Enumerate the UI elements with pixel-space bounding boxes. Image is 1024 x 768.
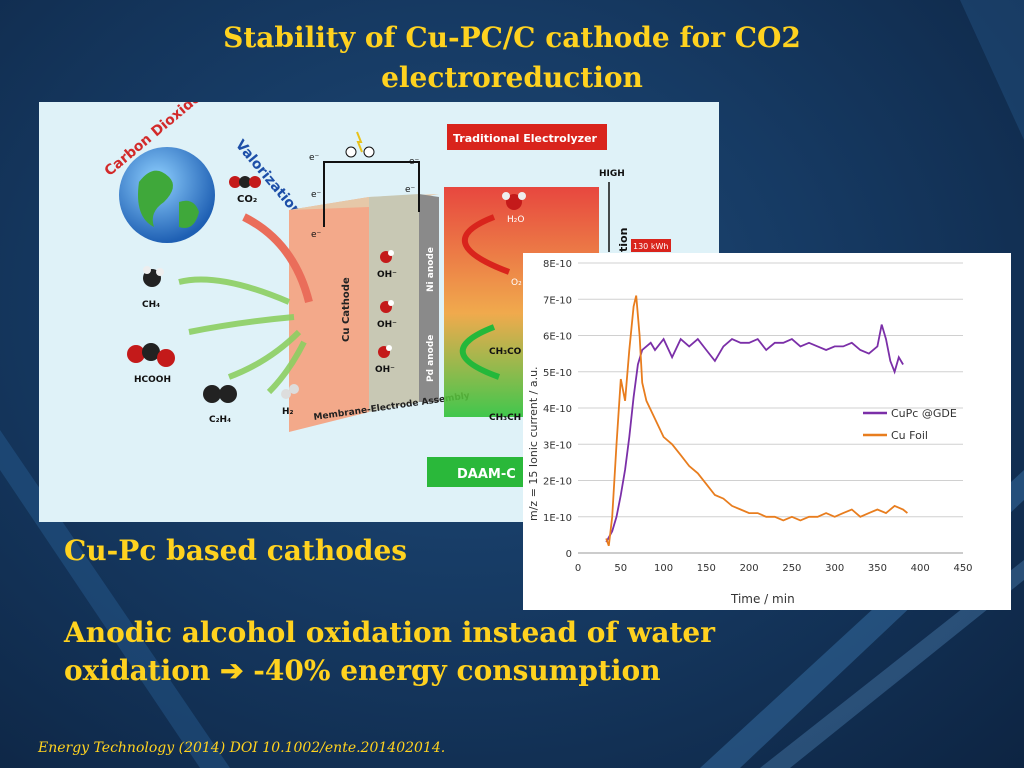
schematic-svg: Carbon Dioxide Valorization CO₂ Cu Catho… bbox=[102, 102, 671, 487]
h2o-arrow bbox=[462, 214, 511, 275]
x-tick-labels: 0 50 100 150 200 250 300 350 400 450 bbox=[575, 563, 973, 574]
high-label: HIGH bbox=[599, 169, 625, 179]
traditional-electrolyzer-label: Traditional Electrolyzer bbox=[453, 132, 598, 145]
h2o-molecule-icon bbox=[502, 192, 526, 210]
electron-label-3: e⁻ bbox=[409, 157, 420, 167]
y-tick-labels: 0 1E-10 2E-10 3E-10 4E-10 5E-10 6E-10 7E-10 8E-1… bbox=[543, 259, 572, 560]
alcohol-arrow bbox=[459, 324, 501, 380]
ni-anode-label: Ni anode bbox=[426, 247, 436, 292]
bullet-anodic-line1: Anodic alcohol oxidation instead of wate… bbox=[64, 616, 715, 649]
ch4-label: CH₄ bbox=[142, 300, 160, 310]
h2-label: H₂ bbox=[282, 407, 294, 417]
slide-title-line2: electroreduction bbox=[381, 61, 643, 94]
electron-label-2: e⁻ bbox=[311, 190, 322, 200]
oh-ion-icon bbox=[378, 345, 392, 358]
bullet-cu-pc: Cu-Pc based cathodes bbox=[64, 534, 408, 567]
earth-icon bbox=[119, 147, 215, 243]
hcooh-molecule-icon bbox=[127, 343, 175, 367]
pd-anode-label: Pd anode bbox=[426, 335, 436, 382]
x-tick-label: 400 bbox=[911, 563, 930, 574]
oh-ion-icon bbox=[380, 250, 394, 263]
traditional-electrolyzer-banner bbox=[447, 124, 607, 150]
chart-svg: 0 1E-10 2E-10 3E-10 4E-10 5E-10 6E-10 7E-10 8E-1… bbox=[527, 259, 973, 606]
o2-label: O₂ bbox=[511, 278, 522, 288]
ch3co-label: CH₃CO bbox=[489, 347, 522, 357]
h2-molecule-icon bbox=[281, 384, 299, 399]
cu-cathode-block bbox=[289, 197, 369, 432]
y-tick-label: 4E-10 bbox=[543, 404, 572, 415]
co2-input-arrow bbox=[242, 213, 313, 303]
bullet-anodic: Anodic alcohol oxidation instead of wate… bbox=[64, 614, 824, 690]
y-tick-label: 0 bbox=[566, 549, 572, 560]
y-tick-label: 2E-10 bbox=[543, 477, 572, 488]
series-line-cu-foil bbox=[605, 295, 908, 547]
daam-label: DAAM-C bbox=[457, 467, 516, 482]
oh-label-2: OH⁻ bbox=[377, 320, 397, 330]
co2-molecule-icon bbox=[229, 176, 261, 188]
electron-label-1: e⁻ bbox=[309, 153, 320, 163]
electron-label-5: e⁻ bbox=[311, 230, 322, 240]
kwh-label: 130 kWh bbox=[633, 242, 668, 251]
oh-ion-icon bbox=[380, 300, 394, 313]
x-axis-label: Time / min bbox=[730, 592, 795, 606]
circuit-wire bbox=[323, 161, 420, 227]
c2h4-label: C₂H₄ bbox=[209, 415, 231, 425]
y-axis-label: m/z = 15 Ionic current / a.u. bbox=[527, 366, 540, 521]
series-line-cupc-gde bbox=[605, 324, 904, 543]
power-source-icon bbox=[345, 131, 375, 158]
y-tick-label: 1E-10 bbox=[543, 513, 572, 524]
x-tick-label: 450 bbox=[953, 563, 972, 574]
oh-label-3: OH⁻ bbox=[375, 365, 395, 375]
y-tick-label: 7E-10 bbox=[543, 295, 572, 306]
x-tick-label: 100 bbox=[654, 563, 673, 574]
daam-banner bbox=[427, 457, 529, 487]
y-tick-label: 5E-10 bbox=[543, 368, 572, 379]
oh-label-1: OH⁻ bbox=[377, 270, 397, 280]
ch4-molecule-icon bbox=[143, 266, 164, 287]
slide-title: Stability of Cu-PC/C cathode for CO2 ele… bbox=[150, 18, 874, 98]
partial-vertical-label: tion bbox=[617, 228, 630, 252]
citation: Energy Technology (2014) DOI 10.1002/ent… bbox=[38, 740, 446, 756]
legend-label: Cu Foil bbox=[891, 429, 928, 442]
x-tick-label: 350 bbox=[868, 563, 887, 574]
x-tick-label: 150 bbox=[697, 563, 716, 574]
x-tick-label: 200 bbox=[740, 563, 759, 574]
y-tick-label: 8E-10 bbox=[543, 259, 572, 270]
chart-series bbox=[605, 295, 908, 547]
cu-cathode-label: Cu Cathode bbox=[341, 277, 352, 342]
bullet-anodic-line2: oxidation ➔ -40% energy consumption bbox=[64, 654, 661, 687]
y-tick-label: 3E-10 bbox=[543, 440, 572, 451]
h2o-label: H₂O bbox=[507, 215, 524, 225]
x-tick-label: 0 bbox=[575, 563, 581, 574]
stability-chart: 0 1E-10 2E-10 3E-10 4E-10 5E-10 6E-10 7E-10 8E-1… bbox=[523, 253, 1011, 610]
co2-label: CO₂ bbox=[237, 194, 257, 205]
ch3ch-label: CH₃CH bbox=[489, 413, 521, 423]
x-tick-label: 300 bbox=[825, 563, 844, 574]
x-tick-label: 250 bbox=[782, 563, 801, 574]
c2h4-molecule-icon bbox=[203, 385, 237, 403]
product-arrows bbox=[178, 276, 307, 395]
x-tick-label: 50 bbox=[614, 563, 627, 574]
electron-label-4: e⁻ bbox=[405, 185, 416, 195]
chart-grid bbox=[578, 262, 963, 554]
kwh-badge bbox=[631, 239, 671, 252]
slide-title-line1: Stability of Cu-PC/C cathode for CO2 bbox=[223, 21, 801, 54]
legend-label: CuPc @GDE bbox=[891, 407, 957, 420]
hcooh-label: HCOOH bbox=[134, 375, 171, 385]
anode-block bbox=[419, 194, 439, 402]
chart-legend: CuPc @GDE Cu Foil bbox=[863, 407, 957, 442]
y-tick-label: 6E-10 bbox=[543, 332, 572, 343]
